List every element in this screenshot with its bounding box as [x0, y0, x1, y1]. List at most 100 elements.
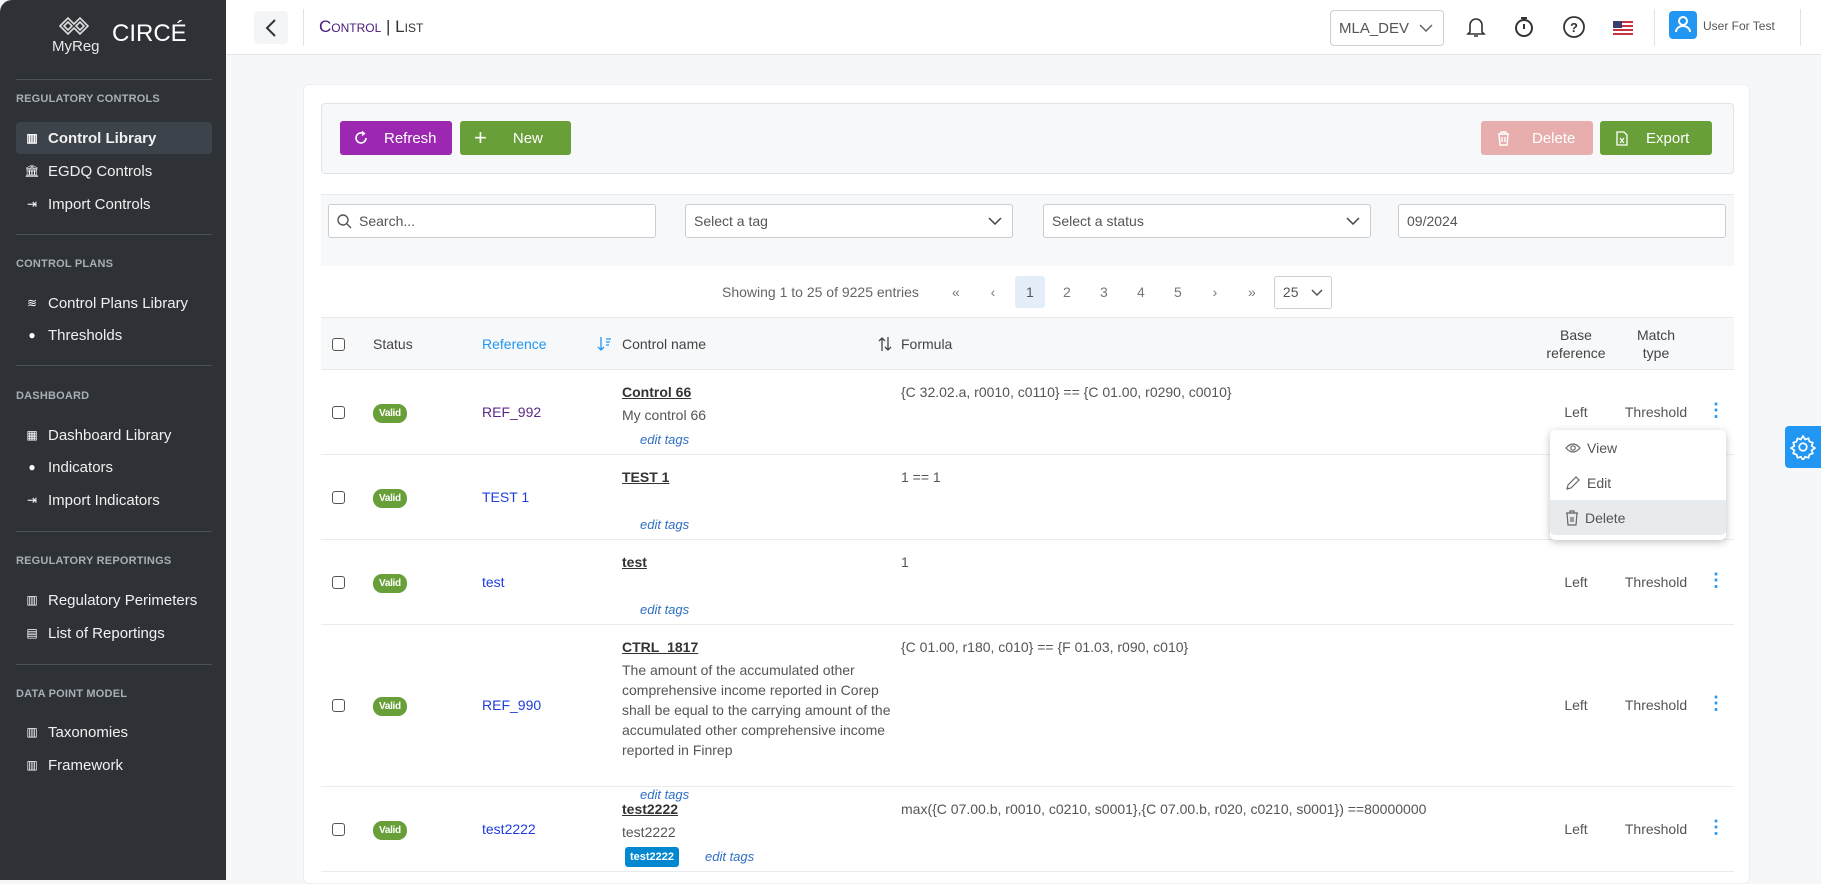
control-name-link[interactable]: test	[622, 554, 647, 570]
label: Dashboard Library	[48, 426, 172, 444]
palette-icon: ●	[28, 328, 36, 342]
row-checkbox[interactable]	[332, 822, 345, 836]
sidebar-item-import-indicators[interactable]: ⇥ Import Indicators	[16, 484, 212, 516]
export-button[interactable]: Export	[1600, 121, 1712, 155]
row-actions-kebab-icon[interactable]: ⋮	[1707, 816, 1725, 837]
divider	[303, 9, 304, 46]
row-checkbox[interactable]	[332, 405, 345, 419]
row-checkbox[interactable]	[332, 490, 345, 504]
page-size-select[interactable]: 25	[1273, 275, 1332, 309]
reference-link[interactable]: test2222	[482, 820, 536, 837]
next-page-button[interactable]: ›	[1212, 284, 1218, 300]
label: New	[512, 129, 543, 147]
breadcrumb: Control | List	[319, 17, 423, 37]
tag-select[interactable]: Select a tag	[685, 204, 1013, 238]
edit-tags-link[interactable]: edit tags	[640, 602, 690, 617]
menu-item-delete[interactable]: Delete	[1550, 500, 1726, 535]
edit-tags-link[interactable]: edit tags	[640, 432, 690, 447]
refresh-icon	[355, 131, 367, 144]
page-2[interactable]: 2	[1063, 284, 1071, 300]
sidebar-item-indicators[interactable]: ● Indicators	[16, 451, 212, 483]
eye-icon	[1565, 442, 1581, 453]
control-description: The amount of the accumulated other comp…	[622, 662, 891, 758]
settings-tab[interactable]	[1785, 426, 1821, 468]
label: Framework	[48, 756, 124, 774]
row-actions-menu: View Edit Delete	[1550, 430, 1726, 540]
page-5[interactable]: 5	[1174, 284, 1182, 300]
reference-link[interactable]: test	[482, 573, 505, 590]
sidebar-item-thresholds[interactable]: ● Thresholds	[16, 319, 212, 351]
edit-tags-link[interactable]: edit tags	[705, 849, 755, 864]
sidebar-item-framework[interactable]: ▥ Framework	[16, 749, 212, 781]
sidebar-item-taxonomies[interactable]: ▥ Taxonomies	[16, 716, 212, 748]
breadcrumb-list: List	[395, 17, 424, 36]
user-name[interactable]: User For Test	[1703, 19, 1775, 33]
timer-icon[interactable]	[1512, 15, 1536, 39]
refresh-button[interactable]: Refresh	[340, 121, 452, 155]
bell-icon[interactable]	[1464, 15, 1488, 39]
help-icon[interactable]: ?	[1562, 15, 1586, 39]
column-reference[interactable]: Reference	[482, 336, 547, 352]
back-button[interactable]	[254, 11, 288, 44]
status-select[interactable]: Select a status	[1043, 204, 1371, 238]
new-button[interactable]: + New	[460, 121, 571, 155]
environment-select[interactable]: MLA_DEV	[1330, 10, 1444, 46]
reference-link[interactable]: REF_990	[482, 697, 542, 713]
column-match-type: Match type	[1621, 326, 1691, 362]
date-input[interactable]: 09/2024	[1398, 204, 1726, 238]
row-checkbox[interactable]	[332, 575, 345, 589]
edit-tags-link[interactable]: edit tags	[640, 787, 690, 802]
row-checkbox[interactable]	[332, 699, 345, 712]
control-name-link[interactable]: CTRL_1817	[622, 639, 699, 655]
sort-icon[interactable]	[878, 336, 892, 352]
label: Refresh	[384, 129, 437, 147]
columns-icon: ▥	[26, 758, 38, 772]
page-3[interactable]: 3	[1100, 284, 1108, 300]
label: Indicators	[48, 458, 114, 476]
us-flag-icon[interactable]	[1613, 21, 1633, 35]
table-header: Status Reference Control name Formula Ba…	[321, 317, 1734, 370]
sort-desc-icon[interactable]	[597, 336, 611, 352]
section-data-point-model: DATA POINT MODEL	[16, 688, 128, 700]
divider	[16, 365, 212, 366]
page-1[interactable]: 1	[1014, 276, 1045, 308]
row-actions-kebab-icon[interactable]: ⋮	[1707, 399, 1725, 420]
table-row: Valid test2222 test2222 test2222 test222…	[321, 787, 1734, 872]
control-name-link[interactable]: Control 66	[622, 384, 692, 400]
select-all-checkbox[interactable]	[332, 338, 345, 351]
column-control-name[interactable]: Control name	[622, 336, 707, 352]
sidebar-item-list-of-reportings[interactable]: ▤ List of Reportings	[16, 617, 212, 649]
formula: {C 01.00, r180, c010} == {F 01.03, r090,…	[901, 639, 1189, 655]
sidebar-item-dashboard-library[interactable]: ▦ Dashboard Library	[16, 419, 212, 451]
edit-tags-link[interactable]: edit tags	[640, 517, 690, 532]
sidebar-item-import-controls[interactable]: ⇥ Import Controls	[16, 188, 212, 220]
section-regulatory-reportings: REGULATORY REPORTINGS	[16, 555, 172, 567]
sidebar-item-control-plans-library[interactable]: ≋ Control Plans Library	[16, 287, 212, 319]
control-name-link[interactable]: test2222	[622, 801, 679, 817]
base-reference: Left	[1564, 573, 1588, 590]
row-actions-kebab-icon[interactable]: ⋮	[1707, 569, 1725, 590]
breadcrumb-control[interactable]: Control	[319, 17, 382, 36]
page-size-value: 25	[1282, 284, 1299, 300]
gear-icon	[1790, 434, 1816, 460]
reference-link[interactable]: REF_992	[482, 403, 542, 420]
first-page-button[interactable]: «	[952, 284, 960, 300]
last-page-button[interactable]: »	[1248, 284, 1256, 300]
menu-item-view[interactable]: View	[1550, 430, 1726, 465]
tag-chip[interactable]: test2222	[625, 847, 680, 867]
menu-item-edit[interactable]: Edit	[1550, 465, 1726, 500]
sidebar-item-control-library[interactable]: ▥ Control Library	[16, 122, 212, 154]
search-input[interactable]: Search...	[328, 204, 656, 238]
sidebar-item-regulatory-perimeters[interactable]: ▥ Regulatory Perimeters	[16, 584, 212, 616]
avatar[interactable]	[1669, 11, 1697, 39]
control-name-link[interactable]: TEST 1	[622, 469, 670, 485]
section-regulatory-controls: REGULATORY CONTROLS	[16, 93, 160, 105]
sidebar-item-egdq-controls[interactable]: 🏛 EGDQ Controls	[16, 155, 212, 187]
reference-link[interactable]: TEST 1	[482, 488, 530, 505]
app-name: CIRCÉ	[112, 20, 187, 47]
delete-button[interactable]: Delete	[1481, 121, 1593, 155]
prev-page-button[interactable]: ‹	[990, 284, 996, 300]
page-4[interactable]: 4	[1137, 284, 1145, 300]
row-actions-kebab-icon[interactable]: ⋮	[1707, 693, 1725, 713]
label: Control Library	[48, 129, 157, 147]
